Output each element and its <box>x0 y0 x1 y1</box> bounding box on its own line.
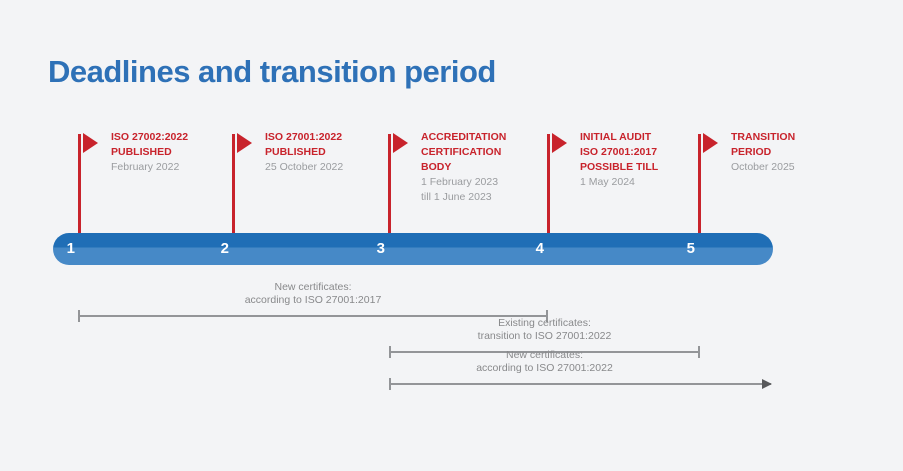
milestone-1-stem <box>78 134 81 246</box>
range-start-tick <box>389 346 391 358</box>
flag-icon <box>393 133 408 153</box>
timeline-bar <box>53 233 773 265</box>
flag-icon <box>703 133 718 153</box>
milestone-4-text: INITIAL AUDIT ISO 27001:2017 POSSIBLE TI… <box>580 130 658 190</box>
step-number-4: 4 <box>535 240 544 257</box>
arrow-right-icon <box>762 379 772 389</box>
date-line: 1 February 2023 <box>421 176 499 188</box>
milestone-1-date: February 2022 <box>111 160 188 175</box>
milestone-4-date: 1 May 2024 <box>580 175 658 190</box>
range-label-line: according to ISO 27001:2017 <box>244 293 382 306</box>
milestone-3-stem <box>388 134 391 246</box>
page-title: Deadlines and transition period <box>48 53 496 89</box>
milestone-5-heading: TRANSITION PERIOD <box>731 130 795 160</box>
milestone-1-text: ISO 27002:2022 PUBLISHED February 2022 <box>111 130 188 175</box>
milestone-2-stem <box>232 134 235 246</box>
heading-line: CERTIFICATION <box>421 146 502 158</box>
range-line <box>78 315 548 317</box>
range-label: New certificates: according to ISO 27001… <box>78 281 548 306</box>
milestone-4-heading: INITIAL AUDIT ISO 27001:2017 POSSIBLE TI… <box>580 130 658 175</box>
flag-icon <box>83 133 98 153</box>
step-number-3: 3 <box>376 240 385 257</box>
milestone-3-date: 1 February 2023 till 1 June 2023 <box>421 175 506 205</box>
range-line <box>389 383 771 385</box>
heading-line: ISO 27001:2022 <box>265 131 343 143</box>
range-new-certificates-2022: New certificates: according to ISO 27001… <box>389 349 772 390</box>
range-end-tick <box>546 310 548 322</box>
heading-line: TRANSITION <box>731 131 796 143</box>
heading-line: POSSIBLE TILL <box>580 161 659 173</box>
heading-line: ISO 27001:2017 <box>580 146 658 158</box>
range-new-certificates-2017: New certificates: according to ISO 27001… <box>78 281 548 322</box>
date-line: 1 May 2024 <box>580 176 635 188</box>
date-line: 25 October 2022 <box>265 161 344 173</box>
milestone-1-heading: ISO 27002:2022 PUBLISHED <box>111 130 188 160</box>
flag-icon <box>237 133 252 153</box>
milestone-5-text: TRANSITION PERIOD October 2025 <box>731 130 795 175</box>
milestone-5-stem <box>698 134 701 246</box>
range-label-line: New certificates: <box>274 281 352 293</box>
heading-line: ACCREDITATION <box>421 131 507 143</box>
range-end-tick <box>698 346 700 358</box>
step-number-1: 1 <box>66 240 75 257</box>
date-line: February 2022 <box>111 161 180 173</box>
range-bar <box>78 310 548 322</box>
date-line: till 1 June 2023 <box>421 191 492 203</box>
range-line <box>389 351 700 353</box>
range-label-line: transition to ISO 27001:2022 <box>477 329 612 342</box>
range-label-line: New certificates: <box>505 349 584 361</box>
milestone-2-text: ISO 27001:2022 PUBLISHED 25 October 2022 <box>265 130 343 175</box>
step-number-5: 5 <box>686 240 695 257</box>
date-line: October 2025 <box>731 161 795 173</box>
range-label: Existing certificates: transition to ISO… <box>389 317 700 342</box>
milestone-4-stem <box>547 134 550 246</box>
range-existing-certificates-2022: Existing certificates: transition to ISO… <box>389 317 700 358</box>
milestone-3-heading: ACCREDITATION CERTIFICATION BODY <box>421 130 506 175</box>
flag-icon <box>552 133 567 153</box>
range-start-tick <box>78 310 80 322</box>
heading-line: PUBLISHED <box>265 146 326 158</box>
range-label-line: according to ISO 27001:2022 <box>476 361 613 374</box>
heading-line: INITIAL AUDIT <box>580 131 652 143</box>
step-number-2: 2 <box>220 240 229 257</box>
range-label: New certificates: according to ISO 27001… <box>389 349 700 374</box>
milestone-2-date: 25 October 2022 <box>265 160 343 175</box>
milestone-5-date: October 2025 <box>731 160 795 175</box>
heading-line: ISO 27002:2022 <box>111 131 189 143</box>
range-start-tick <box>389 378 391 390</box>
milestone-3-text: ACCREDITATION CERTIFICATION BODY 1 Febru… <box>421 130 506 205</box>
heading-line: BODY <box>421 161 452 173</box>
milestone-2-heading: ISO 27001:2022 PUBLISHED <box>265 130 343 160</box>
heading-line: PUBLISHED <box>111 146 172 158</box>
range-bar <box>389 378 772 390</box>
heading-line: PERIOD <box>731 146 772 158</box>
range-label-line: Existing certificates: <box>498 317 591 329</box>
range-bar <box>389 346 700 358</box>
